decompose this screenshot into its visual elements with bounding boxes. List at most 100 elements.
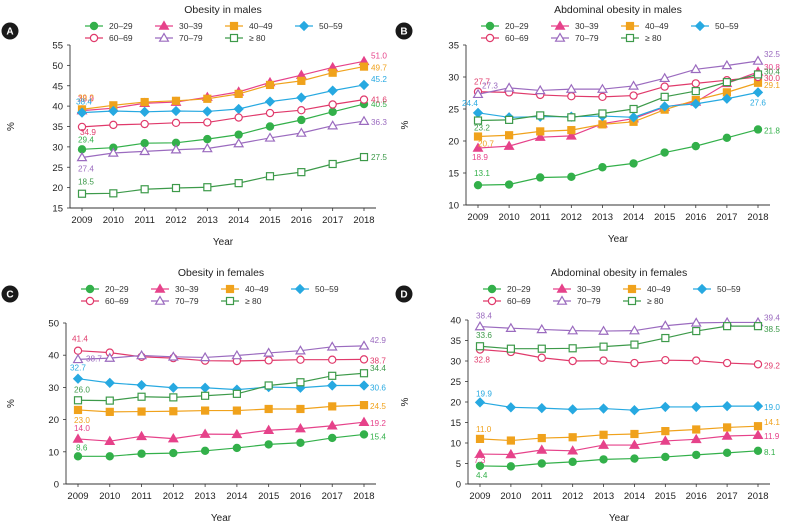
x-tick-label: 2011 xyxy=(532,491,552,502)
data-point xyxy=(721,59,733,70)
series-line xyxy=(477,128,759,186)
data-label: 32.8 xyxy=(474,356,490,365)
data-point xyxy=(295,345,306,355)
data-label: 11.9 xyxy=(764,432,780,441)
data-point xyxy=(692,356,701,365)
y-tick-label: 30 xyxy=(52,142,63,153)
x-tick-label: 2011 xyxy=(530,212,550,223)
legend: 20–29 30–39 40–49 50–59 60–69 70–79 ≥ 80 xyxy=(81,283,339,306)
panel-label-d: D xyxy=(395,285,413,303)
data-label: 38.4 xyxy=(476,312,492,321)
legend-item: 50–59 xyxy=(295,20,343,32)
data-point xyxy=(359,355,369,364)
data-point xyxy=(263,347,275,357)
legend-marker xyxy=(298,20,310,32)
data-point xyxy=(536,323,548,334)
data-point xyxy=(472,107,484,118)
x-tick-label: 2012 xyxy=(561,212,582,223)
data-point xyxy=(722,78,731,87)
data-point xyxy=(171,118,181,128)
panel-label-badge xyxy=(1,22,19,40)
data-point xyxy=(359,369,369,378)
series-6 xyxy=(472,55,764,99)
data-label: 30.4 xyxy=(764,67,780,76)
series-7 xyxy=(73,369,369,405)
data-label: 42.9 xyxy=(370,336,386,345)
x-tick-label: 2016 xyxy=(290,491,311,502)
data-point xyxy=(691,79,700,88)
y-tick-label: 15 xyxy=(450,418,461,429)
series-4 xyxy=(76,79,370,118)
series-line xyxy=(479,425,759,442)
data-label: 19.9 xyxy=(476,389,492,398)
data-label: 38.9 xyxy=(78,95,94,104)
data-point xyxy=(506,344,515,353)
data-point xyxy=(202,106,213,117)
data-point xyxy=(691,141,700,151)
series-line xyxy=(477,91,759,118)
y-tick-label: 50 xyxy=(48,319,59,330)
data-label: 29.2 xyxy=(764,361,780,370)
x-tick-label: 2013 xyxy=(195,491,216,502)
y-tick-label: 15 xyxy=(448,169,459,180)
data-point xyxy=(107,147,119,157)
x-tick-label: 2017 xyxy=(717,491,738,502)
data-point xyxy=(660,82,669,91)
legend-label: 20–29 xyxy=(505,21,529,31)
legend-label: 60–69 xyxy=(105,296,129,306)
data-point xyxy=(104,352,116,362)
data-point xyxy=(140,139,149,148)
data-point xyxy=(296,355,305,364)
data-point xyxy=(297,76,306,85)
data-point xyxy=(660,148,669,157)
data-label: 14.1 xyxy=(764,418,780,427)
data-point xyxy=(109,189,118,198)
data-point xyxy=(328,371,337,380)
data-label: 8.6 xyxy=(76,443,88,452)
panel-label-b: B xyxy=(395,22,413,40)
data-label: 15.4 xyxy=(370,432,386,441)
data-point xyxy=(203,183,212,192)
data-label: 7.3 xyxy=(474,456,486,465)
data-point xyxy=(690,98,701,110)
legend-marker xyxy=(229,21,239,31)
data-point xyxy=(753,125,763,134)
legend-marker xyxy=(627,296,637,306)
legend-marker xyxy=(556,283,568,293)
data-point xyxy=(629,104,638,114)
y-tick-label: 40 xyxy=(48,351,59,362)
y-tick-label: 30 xyxy=(48,383,59,394)
legend-item: 20–29 xyxy=(81,284,129,294)
legend-item: 70–79 xyxy=(551,32,599,43)
legend-marker xyxy=(485,33,495,43)
panel-label-text: A xyxy=(6,27,13,38)
data-label: 29.4 xyxy=(78,135,94,144)
data-point xyxy=(265,108,275,118)
data-label: 19.0 xyxy=(764,403,780,412)
data-point xyxy=(753,70,763,79)
series-line xyxy=(78,433,365,457)
data-point xyxy=(690,63,702,74)
data-point xyxy=(140,119,149,129)
data-point xyxy=(598,92,607,102)
legend-item: 50–59 xyxy=(691,20,739,32)
data-point xyxy=(692,326,701,336)
x-tick-label: 2014 xyxy=(624,491,645,502)
data-label: 38.4 xyxy=(76,98,92,107)
legend-marker xyxy=(225,284,235,294)
data-label: 11.0 xyxy=(476,425,492,434)
series-7 xyxy=(473,70,763,125)
legend-marker xyxy=(158,32,170,42)
data-point xyxy=(723,423,732,432)
data-point xyxy=(169,407,178,416)
data-point xyxy=(630,340,639,349)
y-tick-label: 35 xyxy=(448,41,459,52)
data-point xyxy=(168,382,179,393)
data-point xyxy=(108,105,119,117)
data-point xyxy=(505,322,517,332)
data-point xyxy=(534,131,546,141)
panel-label-badge xyxy=(395,285,413,303)
data-label: 18.5 xyxy=(78,178,94,187)
legend-label: 40–49 xyxy=(249,21,273,31)
data-point xyxy=(137,449,146,458)
